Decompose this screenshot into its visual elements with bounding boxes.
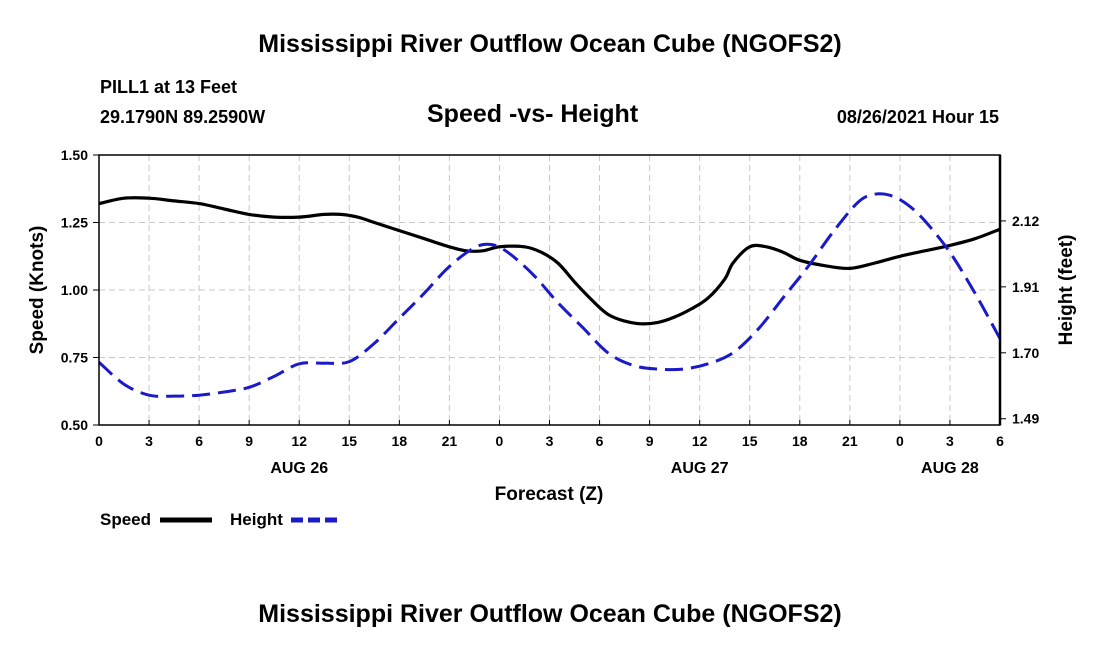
x-tick-label: 21	[842, 433, 858, 449]
y-tick-label: 1.50	[61, 147, 88, 163]
x-tick-label: 12	[291, 433, 307, 449]
x-tick-label: 0	[95, 433, 103, 449]
y2-tick-label: 1.91	[1012, 279, 1039, 295]
forecast-datetime: 08/26/2021 Hour 15	[836, 107, 999, 127]
chart-subtitle: Speed -vs- Height	[427, 100, 639, 128]
x-tick-label: 12	[692, 433, 708, 449]
y-tick-label: 1.25	[61, 215, 88, 231]
y-tick-label: 1.00	[61, 282, 88, 298]
y-axis-label: Speed (Knots)	[27, 226, 48, 355]
y-tick-label: 0.75	[61, 350, 88, 366]
series-group	[97, 192, 1002, 398]
y2-axis-label: Height (feet)	[1056, 235, 1077, 346]
x-tick-label: 3	[946, 433, 954, 449]
x-tick-label: 3	[546, 433, 554, 449]
x-tick-label: 21	[442, 433, 458, 449]
x-tick-label: 0	[496, 433, 504, 449]
legend-label-speed: Speed	[100, 510, 151, 529]
day-label: AUG 26	[270, 460, 328, 477]
station-label: PILL1 at 13 Feet	[100, 77, 238, 97]
x-tick-label: 9	[646, 433, 654, 449]
y-tick-label: 0.50	[61, 417, 88, 433]
x-tick-label: 18	[792, 433, 808, 449]
x-tick-label: 6	[596, 433, 604, 449]
y2-tick-label: 2.12	[1012, 213, 1039, 229]
x-tick-label: 9	[245, 433, 253, 449]
y2-tick-label: 1.49	[1012, 411, 1039, 427]
x-tick-label: 0	[896, 433, 904, 449]
location-label: 29.1790N 89.2590W	[100, 107, 266, 127]
x-tick-label: 3	[145, 433, 153, 449]
legend: Speed Height	[100, 510, 342, 529]
x-tick-label: 15	[341, 433, 357, 449]
series-speed-line	[98, 196, 1001, 326]
x-axis-label: Forecast (Z)	[495, 484, 604, 505]
x-tick-label: 6	[996, 433, 1004, 449]
x-tick-label: 18	[392, 433, 408, 449]
chart-title: Mississippi River Outflow Ocean Cube (NG…	[258, 30, 842, 58]
gridlines	[98, 155, 1001, 425]
x-tick-label: 6	[195, 433, 203, 449]
day-label: AUG 27	[671, 460, 729, 477]
series-height-line	[97, 192, 1002, 398]
footer-title: Mississippi River Outflow Ocean Cube (NG…	[258, 600, 842, 628]
tick-group: 0 3 6 9 12 15 18 21 0 3 6 9 12 15 18 21 0 3 6 AUG 26 AUG 27 A…	[61, 147, 1040, 477]
y2-tick-label: 1.70	[1012, 345, 1039, 361]
day-label: AUG 28	[921, 460, 979, 477]
legend-label-height: Height	[230, 510, 283, 529]
x-tick-label: 15	[742, 433, 758, 449]
